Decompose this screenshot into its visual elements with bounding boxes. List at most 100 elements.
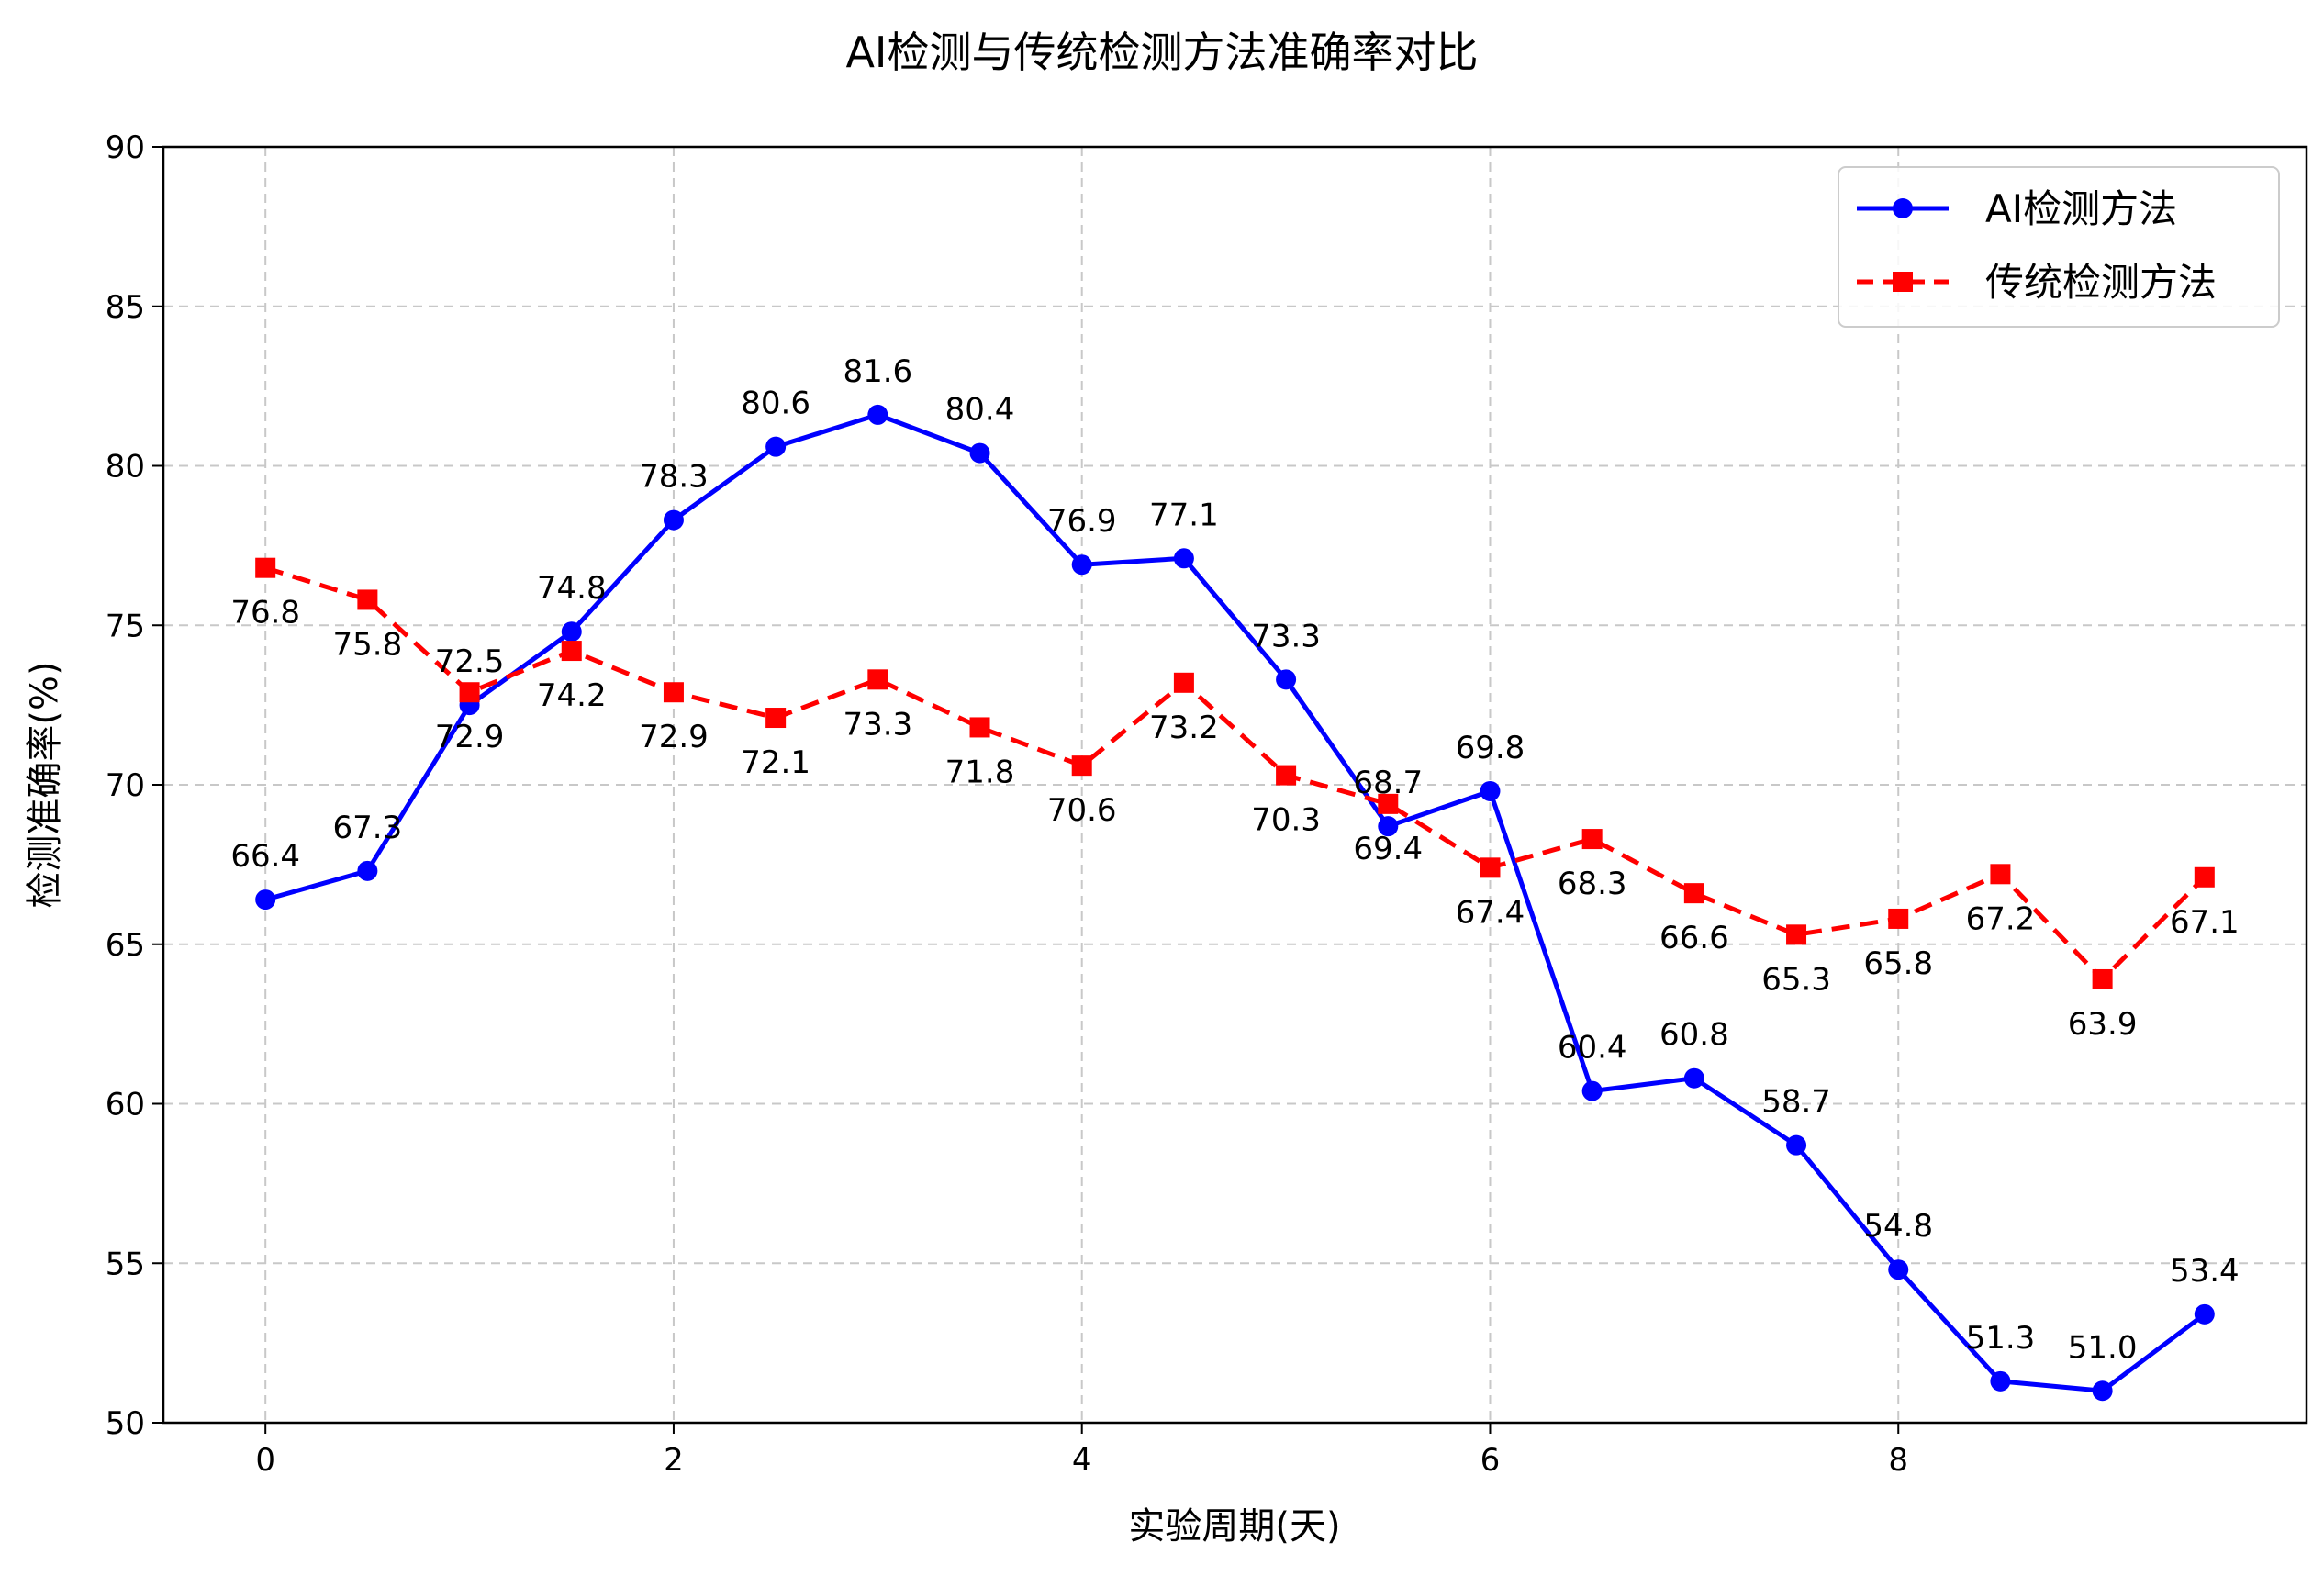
data-label: 69.8 [1456,730,1525,766]
x-tick-label: 6 [1480,1442,1501,1479]
data-label: 80.6 [741,386,810,422]
plot-frame [162,145,2308,1425]
data-point [1581,829,1603,850]
data-point [1378,816,1399,837]
data-label: 53.4 [2170,1253,2240,1290]
data-point [1173,672,1194,693]
data-point [1990,1370,2011,1392]
legend-label-ai: AI检测方法 [1985,186,2177,231]
data-label: 65.3 [1761,961,1831,998]
data-label: 70.6 [1047,792,1117,829]
data-label: 73.3 [1251,618,1321,654]
data-label: 77.1 [1149,497,1219,533]
data-label: 51.0 [2068,1329,2138,1366]
data-point [1786,924,1807,945]
legend-marker-ai [1893,198,1913,218]
data-label: 68.3 [1558,866,1627,902]
y-tick-label: 90 [106,129,145,166]
legend-label-traditional: 传统检测方法 [1985,260,2217,305]
data-label: 76.9 [1047,503,1117,540]
data-point [2194,866,2215,888]
data-point [1888,1259,1909,1280]
y-axis-label: 检测准确率(%) [24,661,66,908]
data-label: 78.3 [639,459,709,496]
chart-title: AI检测与传统检测方法准确率对比 [845,28,1478,77]
data-point [1683,883,1704,904]
data-point [561,641,582,662]
x-tick-label: 0 [255,1442,275,1479]
y-tick-label: 60 [106,1087,145,1123]
data-point [765,436,787,457]
data-label: 67.4 [1456,894,1525,931]
data-label: 72.5 [435,643,505,680]
data-point [969,717,990,738]
x-tick-label: 4 [1072,1442,1092,1479]
data-point [357,589,378,610]
data-point [459,682,480,703]
data-point [867,669,888,690]
y-tick-label: 85 [106,289,145,326]
data-point [663,509,684,531]
y-tick-label: 75 [106,608,145,644]
data-point [1071,554,1092,576]
data-point [1276,765,1297,786]
data-label: 81.6 [843,353,912,390]
x-axis-ticks: 0 2 4 6 8 [255,1423,1908,1479]
data-label: 70.3 [1251,802,1321,839]
series-line-0 [264,412,2207,1393]
data-label: 67.3 [333,810,403,846]
data-label: 69.4 [1353,831,1423,867]
grid [163,146,2307,1424]
x-axis-label: 实验周期(天) [1128,1505,1340,1548]
x-tick-label: 8 [1888,1442,1908,1479]
data-label: 58.7 [1761,1084,1831,1121]
data-point [1480,780,1501,801]
data-label: 80.4 [945,392,1015,429]
data-point [1786,1134,1807,1156]
series-line-1 [264,565,2207,982]
y-tick-label: 50 [106,1405,145,1442]
data-label: 76.8 [230,595,300,632]
data-label: 60.8 [1659,1017,1729,1054]
series-layer [255,404,2215,1402]
data-point [561,621,582,643]
data-point [1683,1067,1704,1089]
legend-marker-traditional [1893,272,1913,292]
data-label: 66.6 [1659,920,1729,956]
y-axis-ticks: 50 55 60 65 70 75 80 85 90 [106,129,163,1442]
data-point [255,557,276,578]
legend: AI检测方法 传统检测方法 [1838,166,2280,328]
data-label: 73.2 [1149,710,1219,746]
data-label: 75.8 [333,626,403,663]
y-tick-label: 70 [106,767,145,804]
data-label: 60.4 [1558,1030,1627,1067]
data-point [1581,1080,1603,1101]
data-label: 66.4 [230,838,300,875]
data-point [765,708,787,729]
data-point [2092,968,2113,989]
data-label: 54.8 [1863,1208,1933,1245]
data-label: 72.9 [639,719,709,755]
data-point [1071,755,1092,777]
data-point [255,889,276,911]
data-point [2092,1380,2113,1402]
data-point [1990,864,2011,885]
data-label: 72.1 [741,744,810,781]
data-point [2194,1303,2215,1325]
y-tick-label: 55 [106,1246,145,1282]
data-point [357,860,378,881]
data-point [1276,669,1297,690]
data-label: 67.1 [2170,904,2240,941]
data-label: 74.2 [537,677,607,714]
data-label: 73.3 [843,706,912,743]
data-label: 51.3 [1966,1320,2036,1357]
data-point [1378,793,1399,814]
data-label: 65.8 [1863,945,1933,982]
data-labels: 66.4 67.3 72.5 74.8 78.3 80.6 81.6 80.4 76.9 77.1… [230,353,2239,1366]
data-label: 68.7 [1353,765,1423,801]
data-point [867,404,888,425]
data-label: 72.9 [435,719,505,755]
data-label: 71.8 [945,754,1015,790]
data-point [969,442,990,464]
